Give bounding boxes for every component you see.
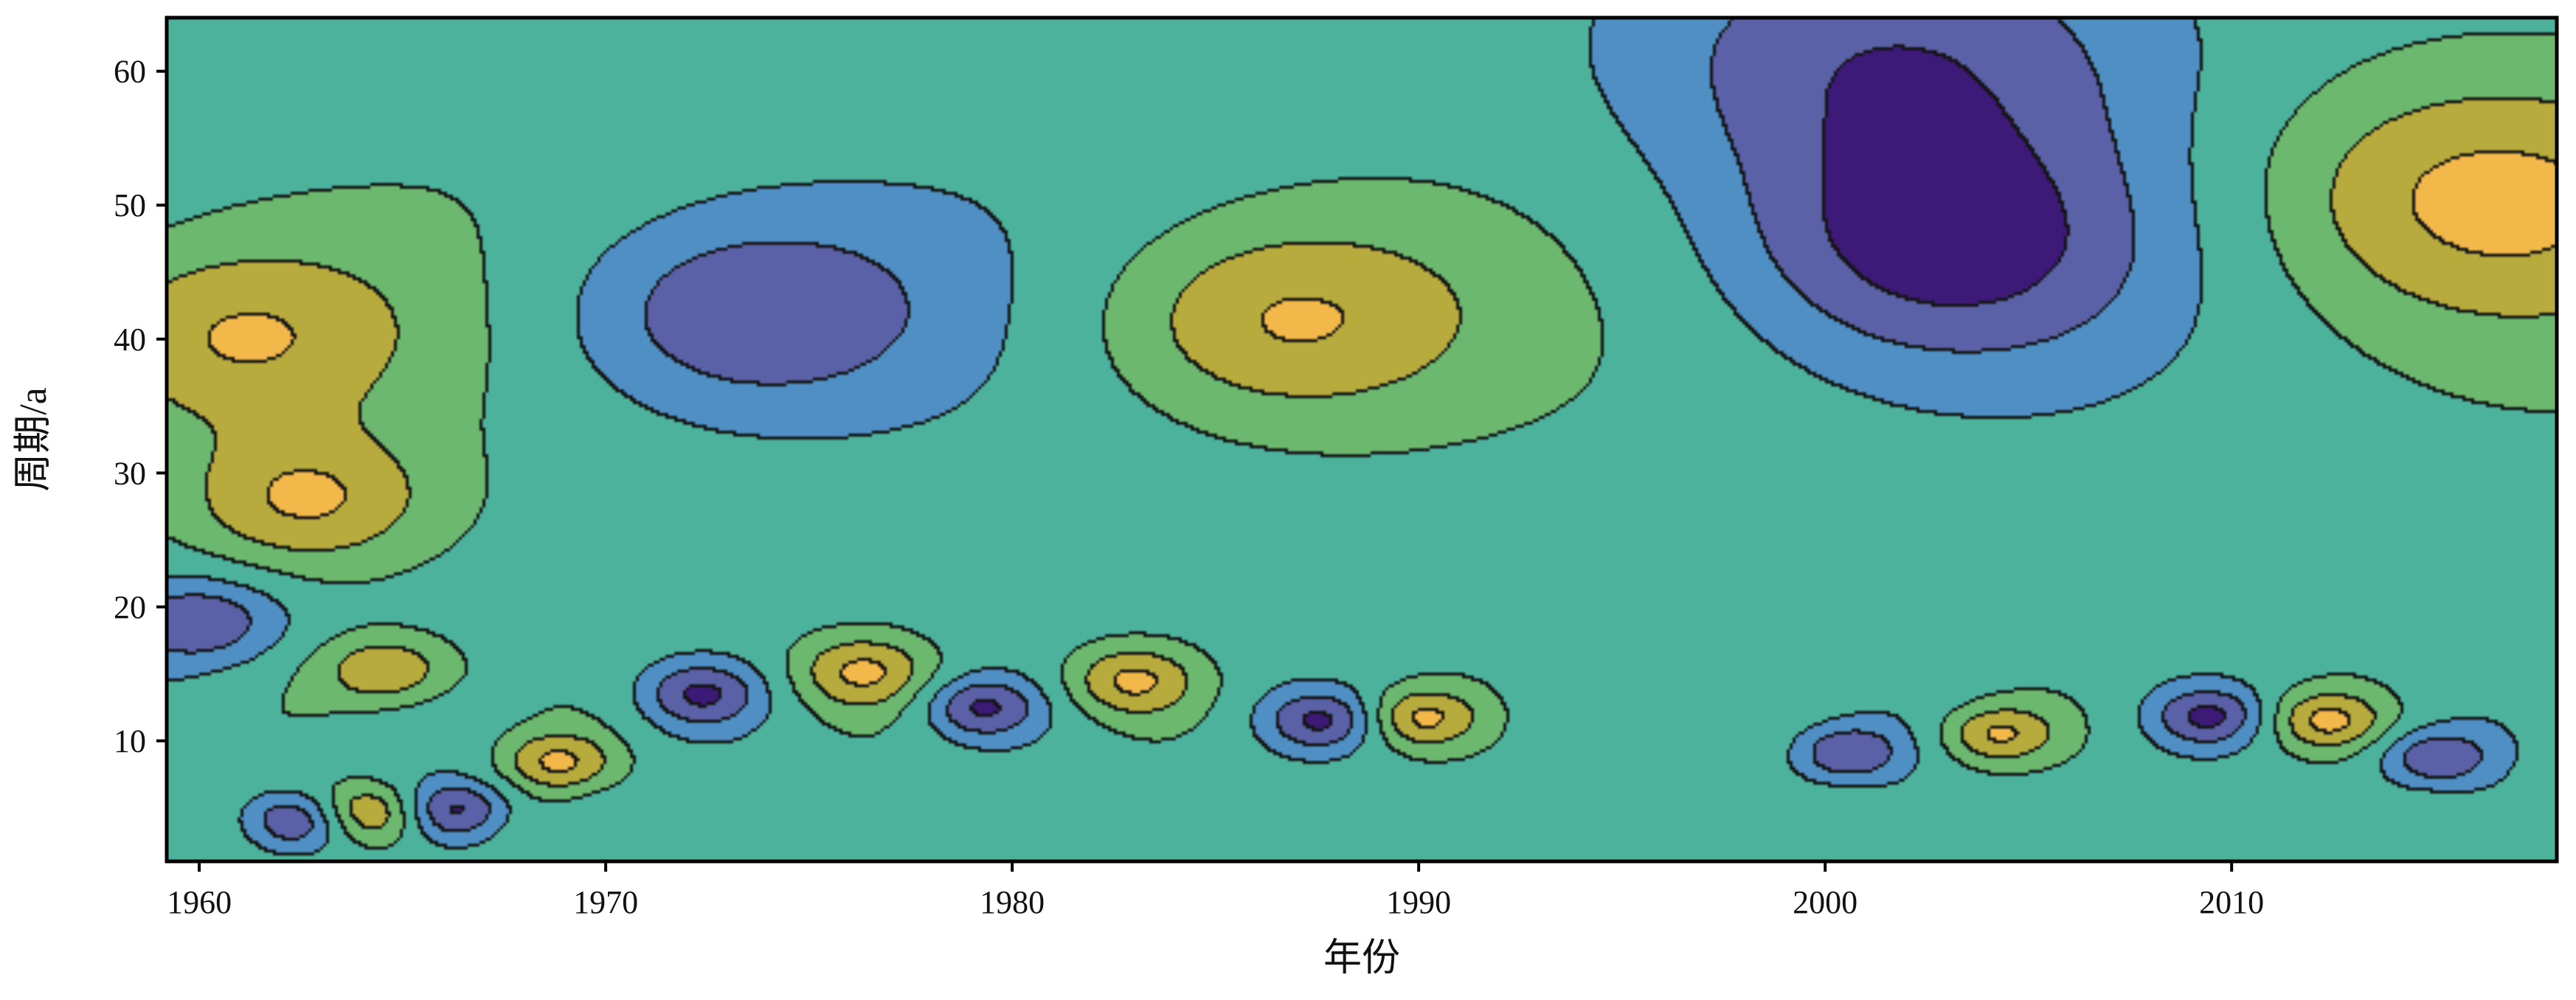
y-tick-label: 20 xyxy=(114,589,146,625)
contour-field xyxy=(167,18,2557,861)
x-axis: 1960 1970 1980 1990 2000 2010 xyxy=(167,861,2264,920)
y-tick-label: 50 xyxy=(114,187,146,223)
y-axis: 10 20 30 40 50 60 xyxy=(114,54,167,760)
x-tick-label: 1990 xyxy=(1386,884,1451,920)
x-tick-label: 2000 xyxy=(1793,884,1857,920)
plot-frame xyxy=(165,15,2559,864)
x-tick-label: 1970 xyxy=(573,884,638,920)
y-tick-label: 60 xyxy=(114,54,146,90)
contour-plot-area xyxy=(167,18,2557,861)
x-tick-label: 1980 xyxy=(980,884,1045,920)
x-axis-title: 年份 xyxy=(1323,937,1400,979)
y-tick-label: 40 xyxy=(114,322,146,358)
y-axis-title: 周期/a xyxy=(13,387,55,492)
x-tick-label: 2010 xyxy=(2199,884,2264,920)
x-tick-label: 1960 xyxy=(167,884,232,920)
y-tick-label: 30 xyxy=(114,455,146,491)
y-tick-label: 10 xyxy=(114,723,146,760)
